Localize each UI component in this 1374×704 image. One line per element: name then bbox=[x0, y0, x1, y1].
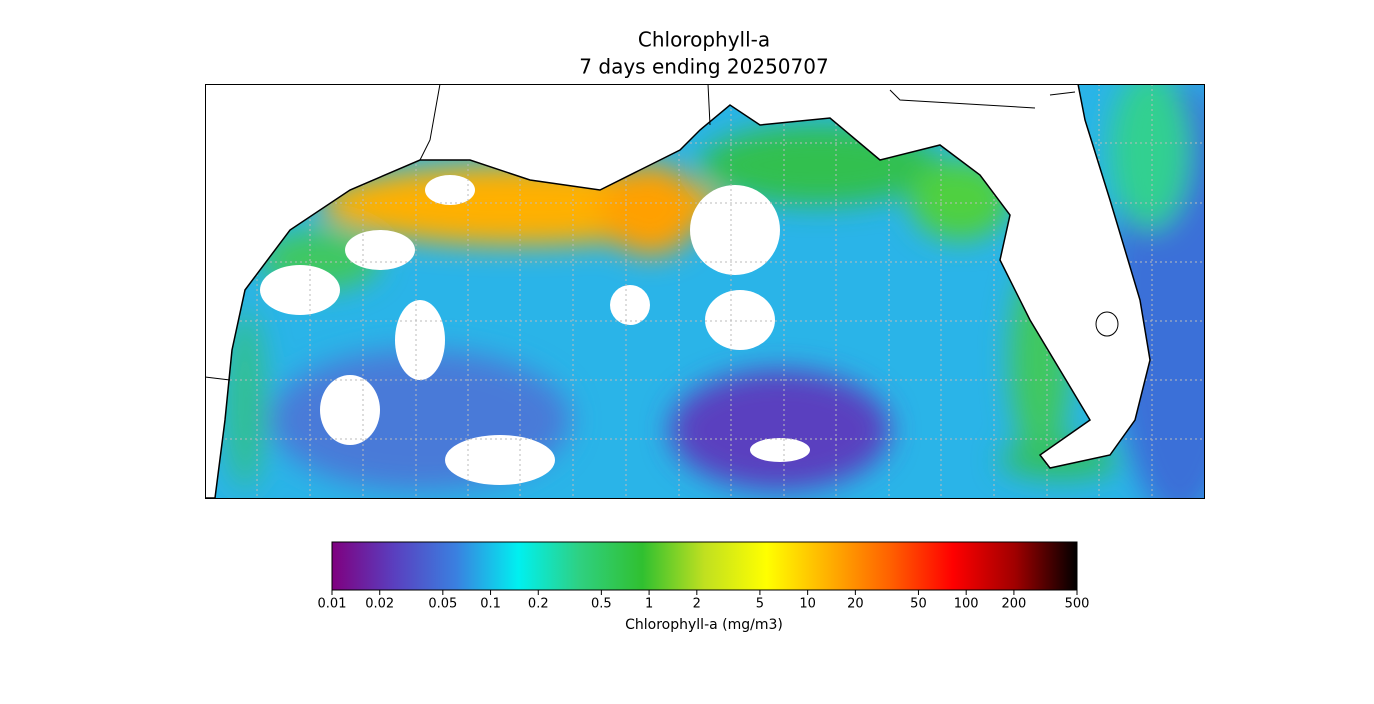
colorbar-tick-label: 10 bbox=[799, 597, 816, 612]
graticule bbox=[205, 84, 1204, 498]
colorbar-label: Chlorophyll-a (mg/m3) bbox=[625, 617, 783, 633]
colorbar-tick-label: 50 bbox=[910, 597, 927, 612]
colorbar-tick-label: 0.5 bbox=[591, 597, 612, 612]
colorbar-tick-label: 0.1 bbox=[480, 597, 501, 612]
map-frame bbox=[205, 84, 1205, 499]
colorbar-tick-label: 1 bbox=[645, 597, 653, 612]
colorbar-tick-label: 0.2 bbox=[528, 597, 549, 612]
colorbar bbox=[331, 541, 1078, 591]
colorbar-tick-label: 200 bbox=[1001, 597, 1026, 612]
colorbar-tick-label: 2 bbox=[693, 597, 701, 612]
borders bbox=[205, 84, 1076, 381]
colorbar-tick-label: 500 bbox=[1065, 597, 1090, 612]
title: Chlorophyll-a bbox=[638, 28, 770, 52]
lake bbox=[1095, 311, 1119, 337]
colorbar-tick-label: 0.02 bbox=[365, 597, 394, 612]
land bbox=[205, 84, 1151, 498]
colorbar-tick-label: 100 bbox=[954, 597, 979, 612]
colorbar-tick-label: 0.01 bbox=[318, 597, 347, 612]
map bbox=[205, 84, 1204, 498]
subtitle: 7 days ending 20250707 bbox=[579, 55, 828, 79]
colorbar-tick-label: 20 bbox=[847, 597, 864, 612]
colorbar-tick-label: 5 bbox=[756, 597, 764, 612]
colorbar-tick-label: 0.05 bbox=[428, 597, 457, 612]
